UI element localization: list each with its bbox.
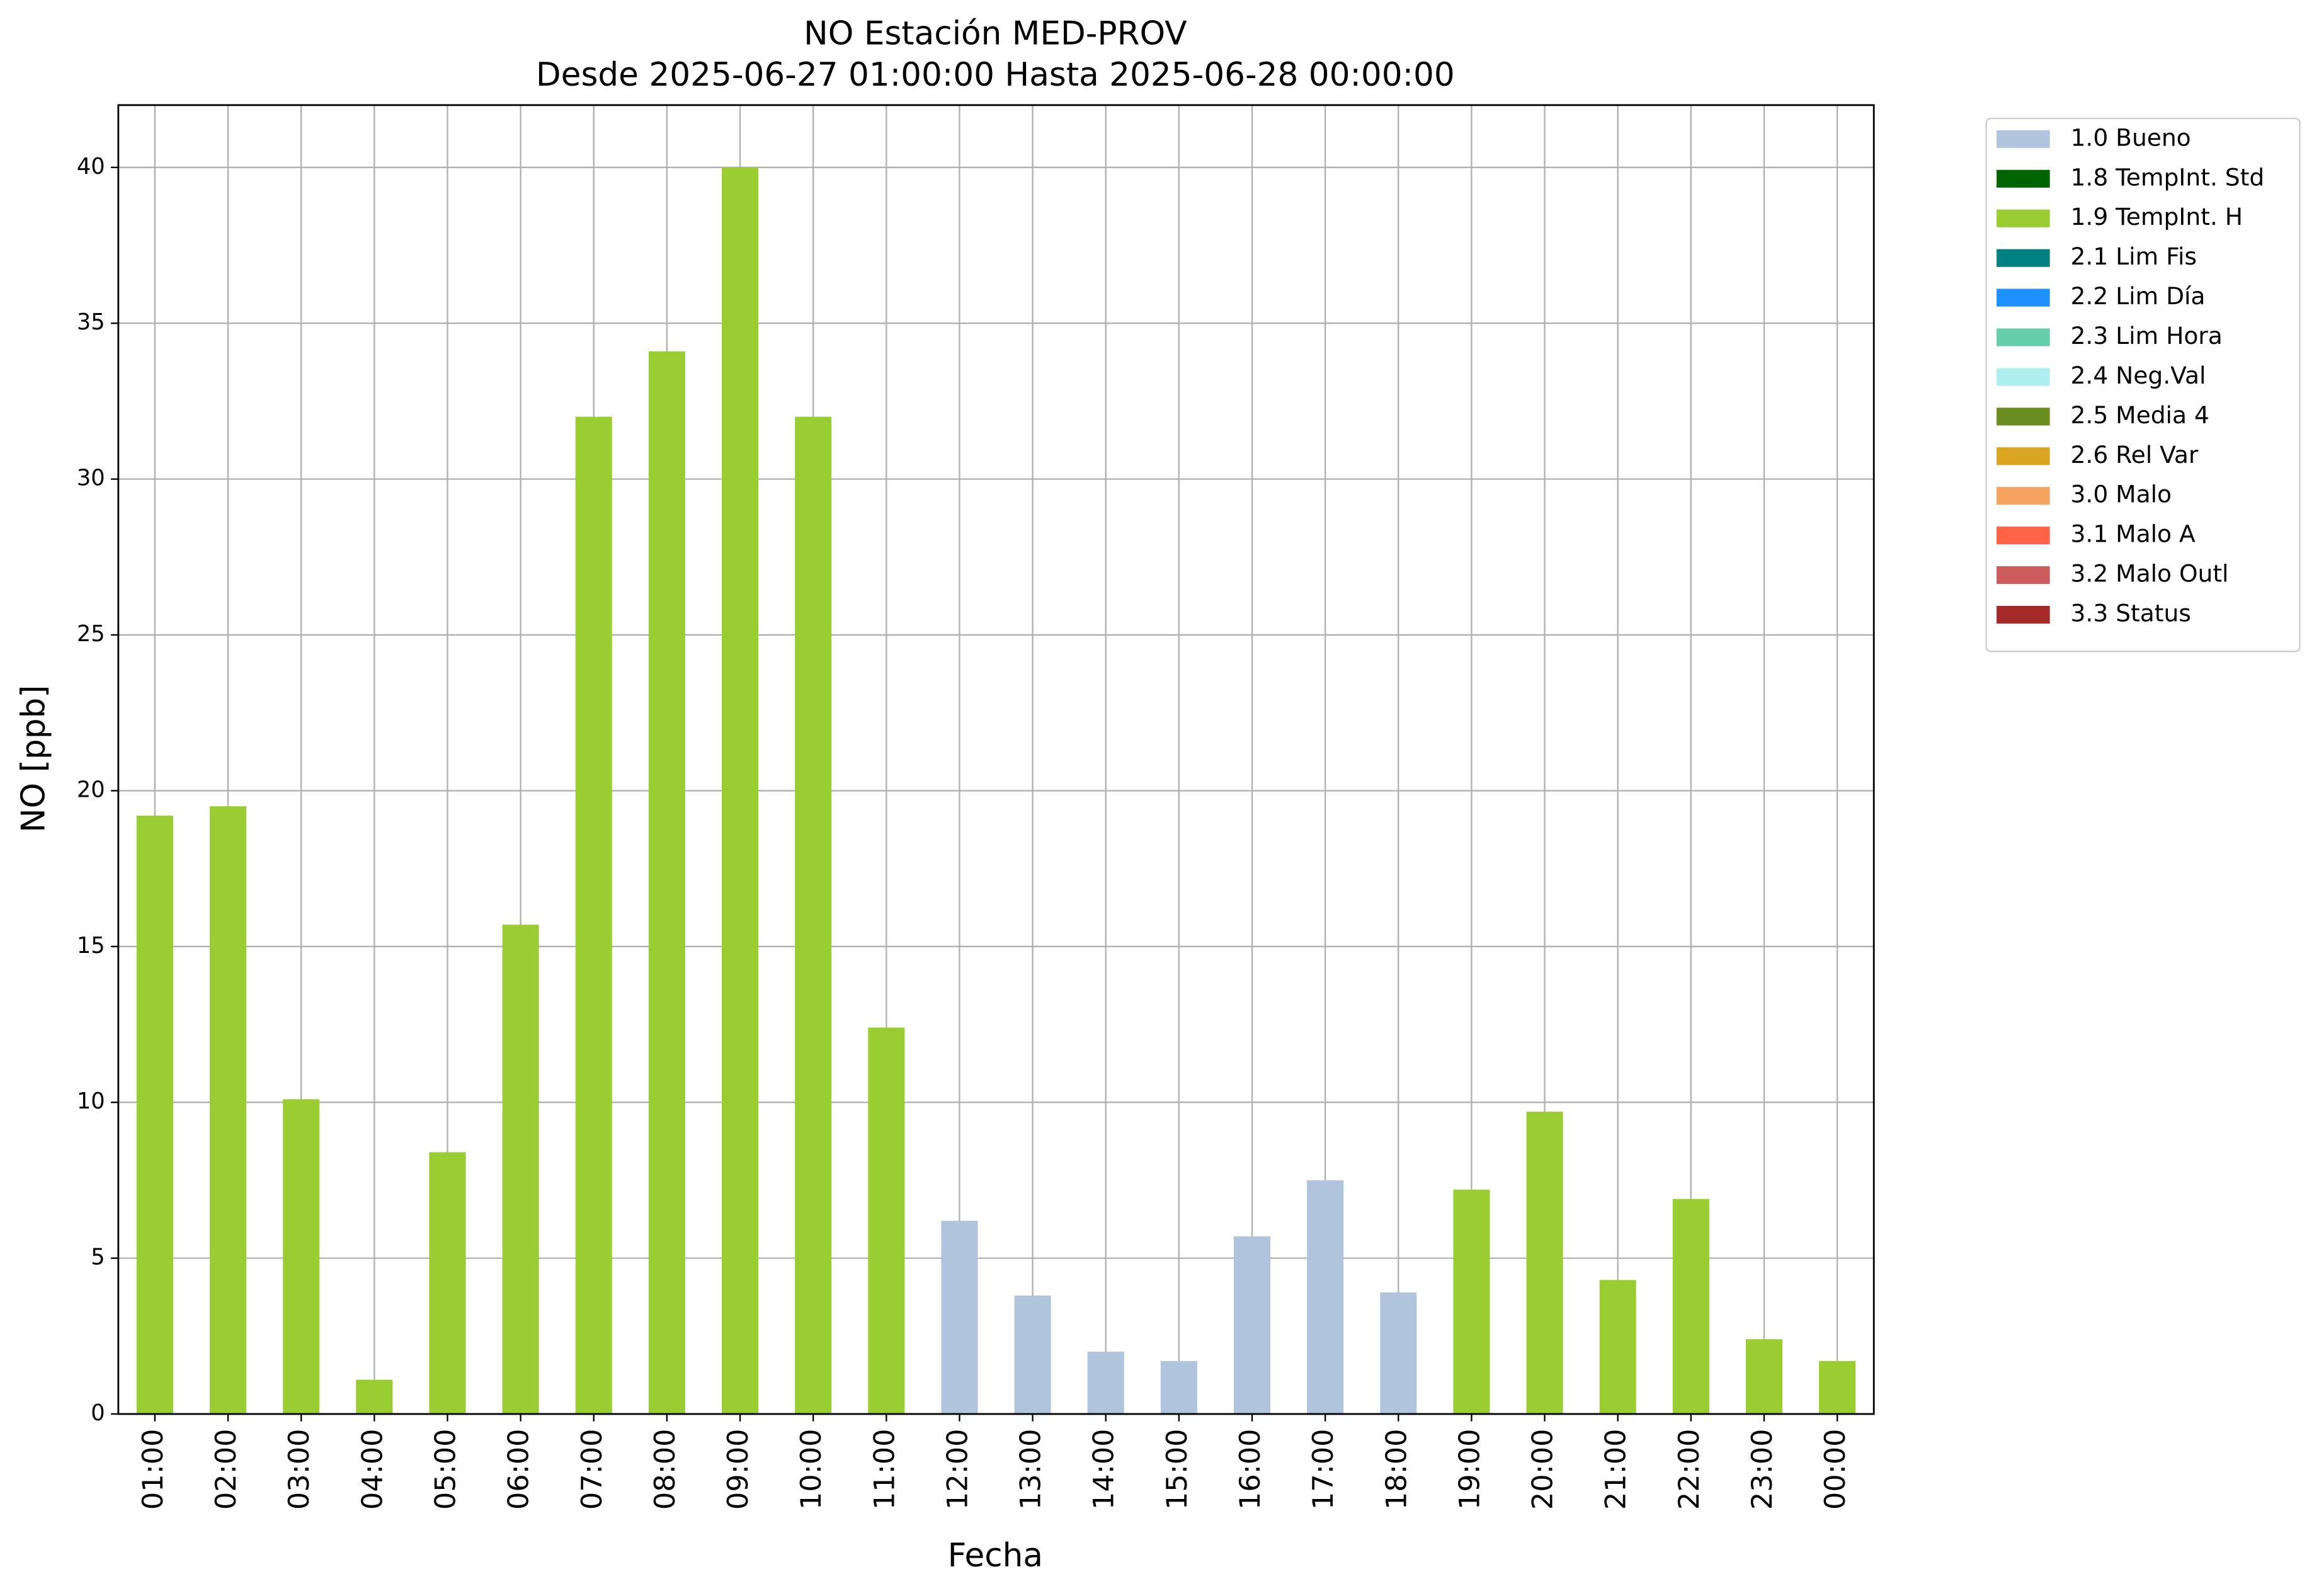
legend-label: 2.6 Rel Var [2071,441,2199,469]
x-tick-label: 17:00 [1307,1429,1340,1510]
x-tick-label: 08:00 [649,1429,681,1510]
y-tick-label: 10 [77,1088,105,1114]
bar [1819,1360,1856,1415]
x-tick-label: 05:00 [429,1429,462,1510]
bar [1672,1199,1709,1415]
bar [1599,1280,1636,1415]
legend-label: 3.3 Status [2071,600,2191,627]
legend-swatch [1997,368,2050,386]
x-tick-label: 13:00 [1015,1429,1047,1510]
bar [795,416,832,1415]
x-tick-label: 21:00 [1600,1429,1632,1510]
bar [868,1027,905,1415]
legend-swatch [1997,487,2050,505]
x-tick-label: 11:00 [868,1429,901,1510]
legend-label: 3.2 Malo Outl [2071,560,2229,588]
bar [1233,1236,1271,1415]
bar [502,925,539,1415]
x-tick-label: 04:00 [356,1429,389,1510]
bar [1526,1112,1563,1415]
y-tick-label: 40 [77,154,105,180]
y-axis-label: NO [ppb] [14,685,52,833]
x-tick-label: 00:00 [1819,1429,1852,1510]
x-tick-label: 07:00 [576,1429,608,1510]
legend-swatch [1997,209,2050,227]
x-tick-label: 23:00 [1746,1429,1779,1510]
bar [941,1221,978,1415]
x-tick-label: 16:00 [1234,1429,1267,1510]
x-tick-label: 22:00 [1673,1429,1706,1510]
bar [1307,1180,1344,1415]
bar [648,351,685,1415]
bar [283,1099,320,1415]
legend-label: 3.0 Malo [2071,481,2172,508]
x-axis-label: Fecha [948,1537,1043,1575]
y-tick-label: 25 [77,621,105,647]
x-tick-label: 09:00 [722,1429,755,1510]
bar [1160,1360,1197,1415]
bar [1380,1292,1417,1415]
legend-label: 1.8 TempInt. Std [2071,163,2265,191]
x-tick-label: 06:00 [503,1429,535,1510]
x-tick-label: 15:00 [1161,1429,1194,1510]
bar [1745,1339,1783,1415]
x-tick-label: 19:00 [1453,1429,1486,1510]
bar [1087,1352,1124,1415]
legend-label: 2.1 Lim Fis [2071,242,2197,270]
y-tick-label: 15 [77,933,105,959]
legend-frame [1985,117,2301,653]
legend-swatch [1997,169,2050,188]
bar [210,806,247,1415]
bar [1014,1296,1051,1415]
x-tick-label: 02:00 [210,1429,242,1510]
x-tick-label: 10:00 [795,1429,828,1510]
legend-label: 2.5 Media 4 [2071,401,2209,429]
legend-swatch [1997,249,2050,267]
y-tick-label: 5 [91,1245,105,1270]
y-tick-label: 35 [77,309,105,335]
x-tick-label: 12:00 [941,1429,974,1510]
legend-swatch [1997,566,2050,584]
bar [1453,1189,1490,1415]
legend-label: 1.9 TempInt. H [2071,203,2243,231]
chart-title: NO Estación MED-PROV [804,14,1187,52]
legend-swatch [1997,527,2050,545]
legend-swatch [1997,130,2050,148]
legend-label: 2.3 Lim Hora [2071,322,2223,350]
legend-label: 2.2 Lim Día [2071,282,2206,310]
legend-label: 1.0 Bueno [2071,123,2191,151]
y-tick-label: 0 [91,1400,105,1426]
y-tick-label: 30 [77,465,105,491]
legend-swatch [1997,408,2050,426]
x-tick-label: 03:00 [283,1429,316,1510]
chart-subtitle: Desde 2025-06-27 01:00:00 Hasta 2025-06-… [536,56,1455,94]
bar [575,416,612,1415]
legend-swatch [1997,605,2050,624]
x-tick-label: 18:00 [1380,1429,1413,1510]
legend-label: 3.1 Malo A [2071,520,2196,548]
legend-swatch [1997,288,2050,307]
legend-swatch [1997,328,2050,346]
bar [136,816,173,1415]
x-tick-label: 01:00 [137,1429,169,1510]
legend-label: 2.4 Neg.Val [2071,362,2206,389]
plot-frame [117,104,1875,1415]
bar [722,167,759,1415]
x-tick-label: 14:00 [1088,1429,1120,1510]
y-tick-label: 20 [77,777,105,802]
bar [429,1152,466,1415]
legend-swatch [1997,447,2050,465]
x-tick-label: 20:00 [1527,1429,1559,1510]
bar [356,1379,393,1415]
